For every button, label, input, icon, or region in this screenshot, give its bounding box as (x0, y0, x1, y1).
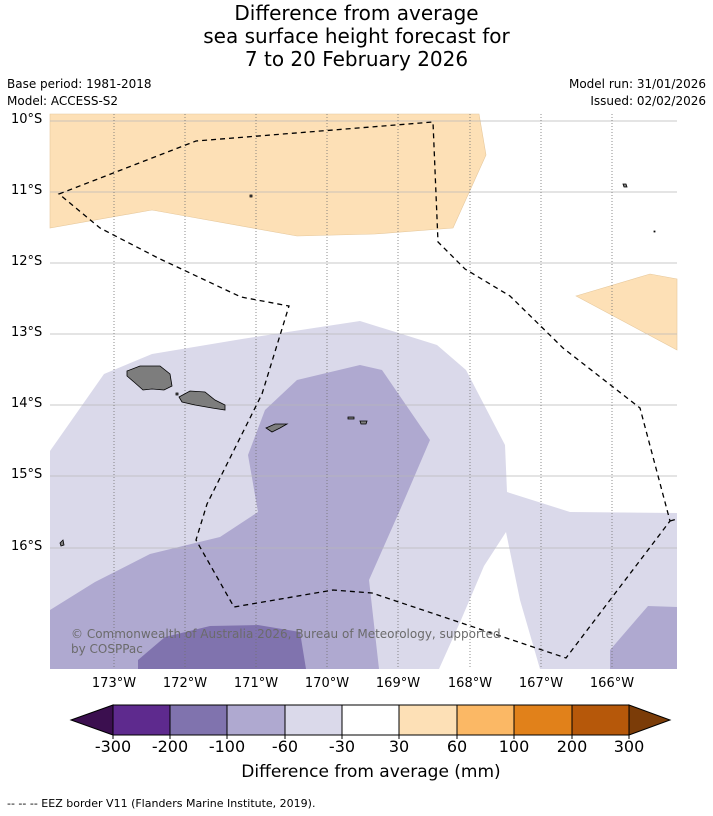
eez-border-line (669, 518, 678, 522)
lon-label-168w: 168°W (447, 676, 493, 691)
colorbar-bin-6 (398, 704, 458, 736)
colorbar-bin-3 (226, 704, 286, 736)
islands (59, 183, 656, 547)
lat-label-16s: 16°S (11, 539, 43, 554)
colorbar-label-100: 100 (498, 737, 530, 756)
island-upolu (178, 390, 226, 411)
island-far-east (653, 230, 656, 233)
island-swains (249, 194, 253, 198)
title-line-2: sea surface height forecast for (203, 24, 510, 48)
lon-label-166w: 166°W (589, 676, 635, 691)
eez-border-samoa (57, 121, 671, 659)
colorbar-label-300: 300 (613, 737, 645, 756)
colorbar-bin-5 (341, 704, 400, 736)
lon-label-167w: 167°W (518, 676, 564, 691)
anomaly-region-30-60-east (575, 273, 678, 351)
colorbar-label-minus60: -60 (271, 737, 299, 756)
island-west (59, 539, 65, 547)
island-north-east (622, 183, 628, 188)
colorbar-bin-4 (284, 704, 343, 736)
colorbar-label-minus200: -200 (151, 737, 189, 756)
island-small-manono (175, 392, 179, 396)
colorbar-extend-low (69, 704, 114, 736)
copyright-notice: © Commonwealth of Australia 2026, Bureau… (71, 627, 501, 656)
colorbar-label-200: 200 (556, 737, 588, 756)
colorbar-bin-9 (571, 704, 630, 736)
lat-label-12s: 12°S (11, 254, 43, 269)
eez-borders (57, 121, 678, 659)
title-line-1: Difference from average (234, 1, 479, 25)
colorbar-bin-1 (112, 704, 171, 736)
longitude-gridlines (113, 114, 613, 669)
colorbar-bin-2 (169, 704, 228, 736)
colorbar-title: Difference from average (mm) (241, 762, 501, 782)
island-ofu (347, 416, 355, 420)
island-tau (359, 420, 368, 425)
colorbar (69, 704, 672, 736)
lon-label-171w: 171°W (233, 676, 279, 691)
anomaly-region-minus100-minus60 (50, 365, 430, 669)
lat-label-10s: 10°S (11, 112, 43, 127)
colorbar-label-30: 30 (388, 737, 410, 756)
colorbar-bin-8 (513, 704, 573, 736)
lat-label-14s: 14°S (11, 396, 43, 411)
base-period: Base period: 1981-2018 (7, 77, 152, 91)
model-run: Model run: 31/01/2026 (568, 77, 706, 91)
model-name: Model: ACCESS-S2 (7, 94, 119, 108)
issued-date: Issued: 02/02/2026 (590, 94, 706, 108)
lat-label-13s: 13°S (11, 325, 43, 340)
anomaly-region-minus100-minus60-southeast (610, 606, 677, 669)
colorbar-extend-high (628, 704, 672, 736)
anomaly-region-30-60-north (49, 113, 487, 237)
colorbar-bin-7 (456, 704, 515, 736)
anomaly-region-minus200-minus100 (138, 625, 306, 669)
lat-label-11s: 11°S (11, 183, 43, 198)
colorbar-label-minus300: -300 (94, 737, 132, 756)
island-tutuila (265, 423, 289, 433)
colorbar-label-60: 60 (446, 737, 468, 756)
colorbar-label-minus30: -30 (328, 737, 356, 756)
lon-label-172w: 172°W (162, 676, 208, 691)
lon-label-170w: 170°W (304, 676, 350, 691)
eez-footnote: -- -- -- EEZ border V11 (Flanders Marine… (7, 797, 316, 810)
title-line-3: 7 to 20 February 2026 (244, 47, 469, 71)
lon-label-169w: 169°W (375, 676, 421, 691)
island-savaii (126, 365, 173, 391)
latitude-gridlines (50, 120, 677, 549)
colorbar-label-minus100: -100 (208, 737, 246, 756)
colorbar-ticks (112, 735, 630, 739)
lat-label-15s: 15°S (11, 467, 43, 482)
lon-label-173w: 173°W (91, 676, 137, 691)
